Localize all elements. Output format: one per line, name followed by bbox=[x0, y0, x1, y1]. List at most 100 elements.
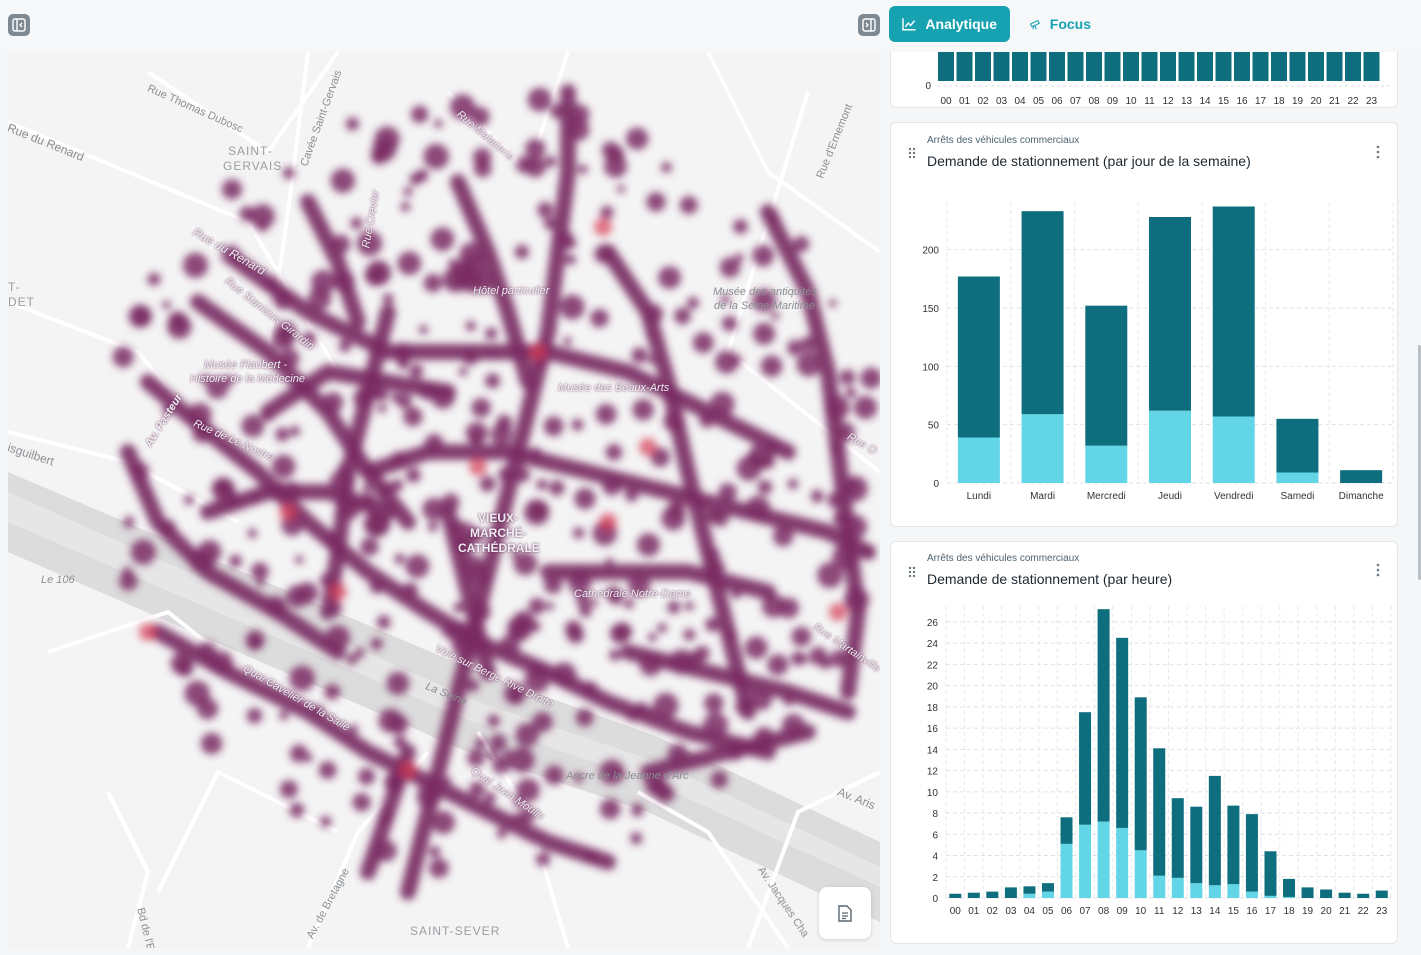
bar-segment bbox=[1079, 824, 1092, 898]
more-vertical-icon[interactable] bbox=[1376, 563, 1380, 577]
drag-handle-icon[interactable] bbox=[908, 566, 916, 578]
y-tick-label: 4 bbox=[932, 852, 938, 863]
x-tick-label: 12 bbox=[1172, 906, 1184, 917]
telescope-icon bbox=[1029, 19, 1040, 29]
bar bbox=[1326, 52, 1343, 81]
line-chart-icon bbox=[902, 18, 916, 31]
bar bbox=[1049, 52, 1065, 81]
panel-right-icon[interactable] bbox=[858, 14, 880, 36]
y-tick-label: 100 bbox=[922, 362, 939, 373]
x-tick-label: 08 bbox=[1098, 906, 1110, 917]
bar bbox=[956, 52, 973, 81]
x-tick-label: Jeudi bbox=[1158, 491, 1182, 502]
bar-segment bbox=[967, 892, 980, 898]
bar bbox=[1234, 52, 1250, 81]
y-tick-label: 18 bbox=[927, 703, 939, 714]
bar-segment bbox=[1320, 889, 1333, 898]
bar-segment bbox=[957, 276, 1000, 438]
y-tick-label: 22 bbox=[927, 660, 939, 671]
x-tick-label: 00 bbox=[940, 96, 952, 107]
bar bbox=[938, 52, 954, 81]
bar-segment bbox=[1283, 878, 1296, 897]
map-label: SAINT- bbox=[228, 144, 273, 158]
bar bbox=[1289, 52, 1306, 81]
analytics-panel: 0 00 01 02 03 04 05 06 07 08 09 10 11 12 13 14 15 16 17 18 1… bbox=[884, 52, 1421, 955]
bar-segment bbox=[1021, 211, 1064, 415]
bar-segment bbox=[1245, 891, 1258, 898]
y-tick-label: 2 bbox=[932, 873, 938, 884]
map-label: SAINT-SEVER bbox=[410, 924, 501, 938]
x-tick-label: 02 bbox=[987, 906, 999, 917]
bar-segment bbox=[1375, 890, 1388, 898]
bar-segment bbox=[1245, 814, 1258, 892]
map-label: de la Seine-Maritime bbox=[714, 300, 815, 312]
bar-segment bbox=[1079, 712, 1092, 825]
hourly-card: Arrêts des véhicules commerciaux Demande… bbox=[890, 541, 1398, 944]
drag-handle-icon[interactable] bbox=[908, 147, 916, 159]
x-tick-label: 09 bbox=[1117, 906, 1129, 917]
y-tick-label: 0 bbox=[925, 81, 931, 92]
report-button[interactable] bbox=[819, 887, 871, 939]
x-tick-label: 04 bbox=[1024, 906, 1036, 917]
x-tick-label: 07 bbox=[1080, 906, 1092, 917]
bar-segment bbox=[1097, 821, 1110, 898]
x-tick-label: 21 bbox=[1339, 906, 1351, 917]
y-tick-label: 20 bbox=[927, 682, 939, 693]
x-tick-label: 07 bbox=[1070, 96, 1082, 107]
bar-segment bbox=[1227, 805, 1240, 885]
heatmap-layer bbox=[112, 84, 880, 900]
tab-label: Analytique bbox=[925, 16, 997, 32]
bar-segment bbox=[1041, 883, 1054, 892]
bar bbox=[1345, 52, 1361, 81]
bar-segment bbox=[1021, 414, 1064, 483]
bar-segment bbox=[1264, 895, 1277, 898]
x-tick-label: 16 bbox=[1236, 96, 1248, 107]
bar-segment bbox=[1190, 806, 1203, 884]
bar bbox=[993, 52, 1010, 81]
bar-segment bbox=[1023, 893, 1036, 898]
map-label: Ancre de la Jeanne d'Arc bbox=[566, 770, 689, 782]
tab-focus[interactable]: Focus bbox=[1016, 6, 1104, 42]
card-title: Demande de stationnement (par jour de la… bbox=[927, 153, 1251, 169]
panel-left-icon[interactable] bbox=[8, 14, 30, 36]
x-tick-label: 15 bbox=[1228, 906, 1240, 917]
y-tick-label: 10 bbox=[927, 788, 939, 799]
bar-segment bbox=[1153, 875, 1166, 898]
x-tick-label: 12 bbox=[1162, 96, 1174, 107]
x-tick-label: 03 bbox=[1005, 906, 1017, 917]
x-tick-label: 20 bbox=[1310, 96, 1322, 107]
bar bbox=[1160, 52, 1176, 81]
map-label: Histoire de la Médecine bbox=[190, 373, 305, 385]
bar-segment bbox=[1283, 896, 1296, 898]
more-vertical-icon[interactable] bbox=[1376, 145, 1380, 159]
x-tick-label: 09 bbox=[1107, 96, 1119, 107]
bar-segment bbox=[1340, 470, 1383, 483]
bar-segment bbox=[957, 437, 1000, 483]
top-bar: Analytique Focus bbox=[0, 0, 1421, 50]
y-tick-label: 14 bbox=[927, 745, 939, 756]
panel-scrollbar[interactable] bbox=[1418, 345, 1421, 580]
bar-segment bbox=[1171, 877, 1184, 898]
bar-segment bbox=[1153, 748, 1166, 876]
x-tick-label: Vendredi bbox=[1214, 491, 1253, 502]
map-label: T- bbox=[8, 280, 21, 294]
x-tick-label: 22 bbox=[1358, 906, 1370, 917]
x-tick-label: 20 bbox=[1321, 906, 1333, 917]
y-tick-label: 24 bbox=[927, 639, 939, 650]
x-tick-label: 04 bbox=[1014, 96, 1026, 107]
x-tick-label: 22 bbox=[1347, 96, 1359, 107]
x-tick-label: 14 bbox=[1209, 906, 1221, 917]
district-label: MARCHÉ- bbox=[470, 526, 527, 540]
x-tick-label: 06 bbox=[1061, 906, 1073, 917]
bar-segment bbox=[1227, 884, 1240, 898]
x-tick-label: Mercredi bbox=[1087, 491, 1126, 502]
x-tick-label: 18 bbox=[1273, 96, 1285, 107]
bar-segment bbox=[1004, 887, 1017, 898]
bar-segment bbox=[1212, 206, 1255, 417]
tab-analytique[interactable]: Analytique bbox=[889, 6, 1010, 42]
x-tick-label: Samedi bbox=[1280, 491, 1314, 502]
bar-segment bbox=[1276, 472, 1319, 483]
heatmap-map[interactable]: Rue Thomas Dubosc Rue du Renard SAINT- G… bbox=[8, 52, 880, 948]
y-tick-label: 0 bbox=[932, 894, 938, 905]
